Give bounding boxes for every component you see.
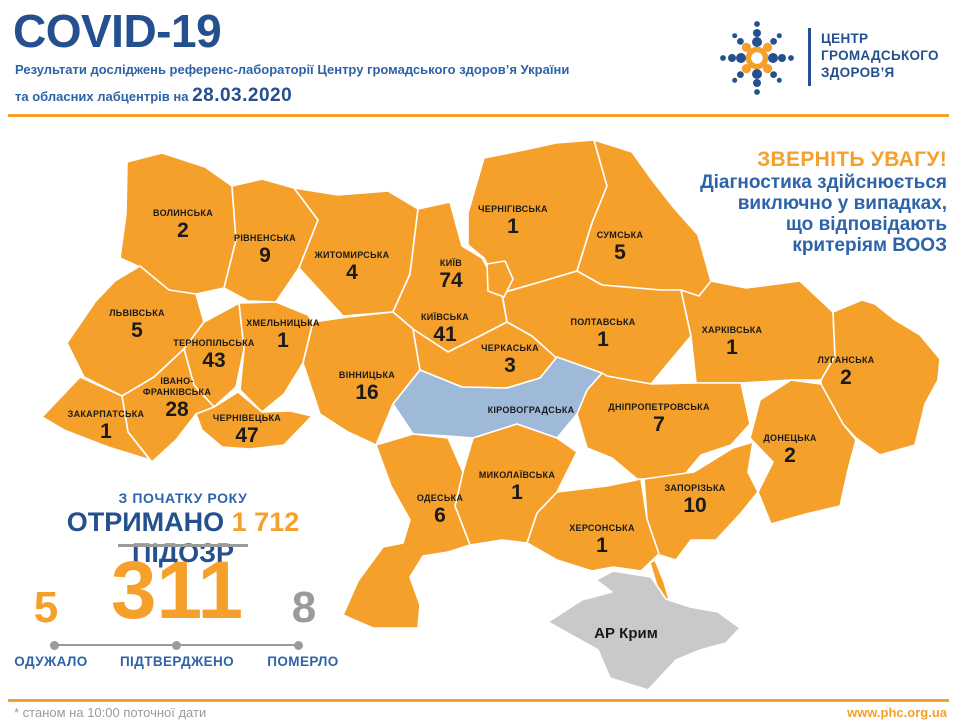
- logo-dot: [741, 64, 751, 74]
- notice-line: Діагностика здійснюється: [700, 172, 947, 193]
- logo-dot: [788, 55, 794, 61]
- logo-dot: [752, 37, 762, 47]
- confirmed-value: 311: [110, 545, 244, 636]
- report-date: 28.03.2020: [192, 85, 293, 106]
- region-shape-crimea: [547, 570, 741, 691]
- region-shape-rivnenska: [223, 178, 319, 303]
- region-shape-chernivetska: [195, 391, 313, 450]
- logo-dot: [770, 38, 777, 45]
- subtitle-line2: та обласних лабцентрів на 28.03.2020: [15, 85, 292, 107]
- logo-dot: [753, 29, 761, 37]
- footer-note: * станом на 10:00 поточної дати: [14, 705, 207, 720]
- logo-center-ring: [745, 46, 769, 70]
- logo-dot: [752, 69, 762, 79]
- received-suffix: ПІДОЗР: [131, 538, 235, 568]
- region-shape-odeska: [342, 433, 471, 629]
- logo-dot: [770, 71, 777, 78]
- died-label: ПОМЕРЛО: [267, 654, 339, 669]
- notice-line: критеріям ВООЗ: [792, 235, 947, 256]
- subtitle-line1: Результати досліджень референс-лаборатор…: [15, 62, 570, 77]
- logo-dot: [736, 53, 746, 63]
- recovered-value: 5: [33, 583, 59, 632]
- timeline-dot: [294, 640, 303, 650]
- phc-logo-icon: [720, 21, 794, 95]
- received-prefix: ОТРИМАНО: [66, 507, 232, 537]
- footer-url-link[interactable]: www.phc.org.ua: [847, 705, 947, 720]
- region-shape-zakarpatska: [41, 376, 151, 461]
- logo-dot: [728, 54, 736, 62]
- timeline-dot: [50, 640, 59, 650]
- logo-dot: [737, 38, 744, 45]
- stats-divider: [118, 544, 248, 547]
- region-shape-kharkivska: [680, 280, 836, 384]
- subtitle-line2-text: та обласних лабцентрів на: [15, 89, 193, 104]
- logo-separator: [808, 28, 811, 86]
- logo-dot: [763, 64, 773, 74]
- recovered-label: ОДУЖАЛО: [14, 654, 88, 669]
- logo-dot: [754, 89, 760, 95]
- logo-line2: ГРОМАДСЬКОГО: [821, 48, 939, 63]
- stats-block: З ПОЧАТКУ РОКУ ОТРИМАНО 1 712 ПІДОЗР 5 3…: [13, 490, 353, 690]
- page-title: COVID-19: [13, 5, 222, 57]
- logo-dot: [732, 33, 738, 39]
- notice-title: ЗВЕРНІТЬ УВАГУ!: [757, 148, 947, 171]
- logo-dot: [768, 53, 778, 63]
- region-shape-dnipropetrovska: [576, 372, 751, 480]
- region-shape-khmelnytska: [238, 301, 314, 413]
- received-value: 1 712: [231, 507, 300, 537]
- region-shape-donetska: [749, 379, 857, 525]
- logo-dot: [753, 79, 761, 87]
- logo-line1: ЦЕНТР: [821, 31, 869, 46]
- timeline-dot: [172, 640, 181, 650]
- logo-dot: [776, 77, 782, 83]
- logo-dot: [778, 54, 786, 62]
- region-shape-vinnytska: [302, 311, 421, 446]
- confirmed-label: ПІДТВЕРДЖЕНО: [119, 654, 235, 669]
- logo-dot: [737, 71, 744, 78]
- logo-line3: ЗДОРОВ’Я: [821, 65, 895, 80]
- logo-dot: [741, 42, 751, 52]
- stats-timeline: [50, 640, 303, 650]
- logo-text: ЦЕНТР ГРОМАДСЬКОГО ЗДОРОВ’Я: [821, 30, 939, 81]
- notice-block: ЗВЕРНІТЬ УВАГУ! Діагностика здійснюється…: [700, 148, 947, 256]
- logo-dot: [732, 77, 738, 83]
- stats-period-label: З ПОЧАТКУ РОКУ: [118, 490, 248, 506]
- logo-dot: [754, 21, 760, 27]
- notice-line: виключно у випадках,: [737, 193, 947, 214]
- header-divider: [8, 114, 949, 117]
- stats-received-line: ОТРИМАНО 1 712 ПІДОЗР: [13, 507, 353, 569]
- footer-divider: [8, 699, 949, 702]
- logo-dot: [763, 42, 773, 52]
- region-shape-kyiv-city: [486, 260, 514, 298]
- logo-dot: [720, 55, 726, 61]
- logo-dot: [776, 33, 782, 39]
- died-value: 8: [291, 583, 317, 632]
- notice-line: що відповідають: [785, 214, 947, 235]
